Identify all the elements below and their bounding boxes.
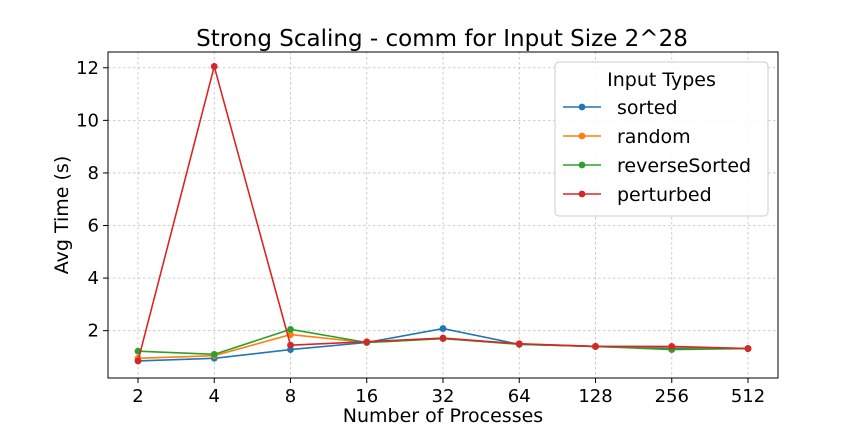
x-tick-label: 4 [209, 386, 220, 407]
y-tick-label: 12 [76, 58, 99, 79]
grid [108, 52, 778, 378]
legend-label: sorted [617, 97, 678, 119]
legend-swatch-marker [578, 103, 586, 111]
legend-box [554, 61, 769, 217]
y-tick-label: 2 [88, 321, 99, 342]
legend-item-reverseSorted: reverseSorted [563, 155, 751, 177]
legend-swatch-marker [578, 190, 586, 198]
legend-item-random: random [563, 126, 691, 148]
x-tick-label: 64 [508, 386, 531, 407]
x-tick-label: 512 [731, 386, 765, 407]
legend-label: random [617, 126, 691, 148]
legend-item-sorted: sorted [563, 97, 678, 119]
data-point [287, 341, 294, 349]
legend-label: reverseSorted [617, 155, 751, 177]
data-point [668, 343, 676, 350]
x-tick-label: 32 [432, 386, 455, 407]
data-point [439, 334, 447, 342]
x-tick-label: 128 [578, 386, 612, 407]
y-tick-label: 8 [88, 163, 99, 184]
data-point [287, 325, 294, 333]
x-axis-label: Number of Processes [343, 405, 543, 427]
series-lines [134, 63, 752, 365]
y-tick-label: 6 [88, 216, 99, 237]
data-point [210, 63, 218, 70]
legend-label: perturbed [617, 184, 712, 206]
y-tick-label: 10 [76, 110, 99, 131]
x-tick-label: 256 [655, 386, 689, 407]
legend-title: Input Types [607, 69, 716, 91]
x-tick-label: 2 [132, 386, 143, 407]
axis-ticks: 2 4 8 16 32 64 128 256 512 2 4 6 8 10 12 [76, 58, 765, 407]
legend-swatch-marker [578, 132, 586, 140]
legend-item-perturbed: perturbed [563, 184, 712, 206]
data-point [210, 350, 218, 358]
data-point [744, 345, 752, 352]
y-axis-label: Avg Time (s) [51, 156, 73, 275]
y-tick-label: 4 [88, 268, 99, 289]
data-point [134, 357, 142, 365]
legend-swatch-marker [578, 161, 586, 169]
series-perturbed [134, 63, 752, 365]
legend: Input Types sorted random reverseSorted per… [554, 61, 769, 217]
x-tick-label: 8 [285, 386, 296, 407]
data-point [592, 343, 599, 350]
x-tick-label: 16 [355, 386, 378, 407]
chart-title: Strong Scaling - comm for Input Size 2^2… [196, 26, 688, 52]
data-point [439, 325, 447, 332]
data-point [515, 340, 523, 348]
data-point [363, 338, 371, 346]
